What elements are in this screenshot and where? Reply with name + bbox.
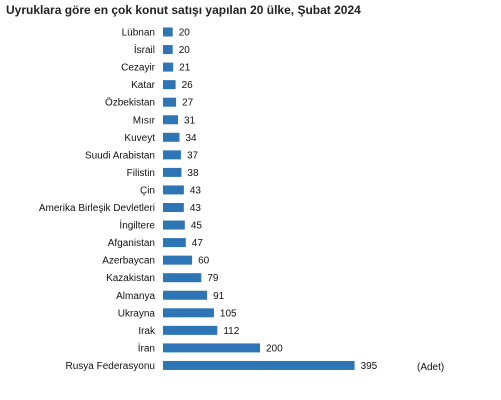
value-label: 112 <box>223 326 239 337</box>
value-label: 105 <box>220 308 237 319</box>
value-label: 79 <box>207 273 219 284</box>
category-label: Filistin <box>127 168 155 179</box>
bar <box>163 185 184 195</box>
bar <box>163 308 214 318</box>
chart-title: Uyruklara göre en çok konut satışı yapıl… <box>6 3 361 17</box>
category-label: Mısır <box>133 115 156 126</box>
category-label: Irak <box>138 326 156 337</box>
value-label: 47 <box>192 238 204 249</box>
value-label: 200 <box>266 343 283 354</box>
bar <box>163 150 181 160</box>
bar <box>163 238 186 248</box>
category-label: Almanya <box>116 291 155 302</box>
category-label: Katar <box>131 80 156 91</box>
category-label: Lübnan <box>122 28 155 39</box>
bar <box>163 290 208 300</box>
value-label: 26 <box>182 80 194 91</box>
value-label: 34 <box>185 133 197 144</box>
value-label: 27 <box>182 98 194 109</box>
value-label: 20 <box>179 45 191 56</box>
bar <box>163 80 176 90</box>
category-label: Cezayir <box>121 63 156 74</box>
bar <box>163 167 182 177</box>
category-label: Çin <box>140 185 155 196</box>
bar <box>163 115 179 125</box>
bar <box>163 27 173 37</box>
bar <box>163 325 218 335</box>
bar <box>163 343 260 353</box>
bar <box>163 203 184 212</box>
bar <box>163 97 177 107</box>
category-label: İran <box>138 341 155 354</box>
category-label: Rusya Federasyonu <box>66 361 156 372</box>
value-label: 395 <box>361 361 378 372</box>
value-label: 91 <box>213 291 225 302</box>
category-label: İngiltere <box>119 219 155 232</box>
bar <box>163 273 202 283</box>
category-label: Suudi Arabistan <box>85 150 155 161</box>
bar <box>163 255 193 265</box>
bar <box>163 45 173 55</box>
bar <box>163 132 180 142</box>
value-label: 20 <box>179 28 191 39</box>
value-label: 31 <box>184 115 196 126</box>
category-label: Azerbaycan <box>102 256 155 267</box>
category-label: Ukrayna <box>118 308 156 319</box>
category-label: Kuveyt <box>124 133 155 144</box>
category-label: Amerika Birleşik Devletleri <box>39 203 155 214</box>
unit-label: (Adet) <box>417 362 445 373</box>
value-label: 43 <box>190 203 202 214</box>
category-label: İsrail <box>134 43 155 56</box>
value-label: 43 <box>190 185 202 196</box>
value-label: 60 <box>198 256 210 267</box>
value-label: 21 <box>179 63 191 74</box>
value-label: 37 <box>187 150 199 161</box>
category-label: Özbekistan <box>105 97 155 109</box>
value-label: 38 <box>187 168 199 179</box>
bar <box>163 360 355 370</box>
bar <box>163 220 185 230</box>
category-label: Kazakistan <box>106 273 155 284</box>
category-label: Afganistan <box>108 238 155 249</box>
bar <box>163 62 174 72</box>
value-label: 45 <box>191 221 203 232</box>
